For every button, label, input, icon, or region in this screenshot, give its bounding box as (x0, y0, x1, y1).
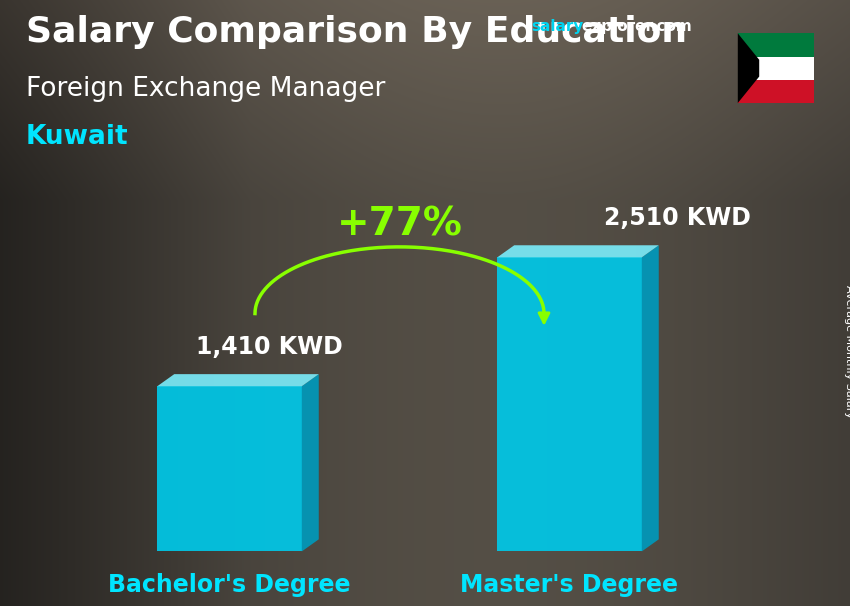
Polygon shape (157, 386, 302, 551)
Text: +77%: +77% (337, 206, 462, 244)
Polygon shape (738, 33, 759, 103)
Polygon shape (497, 245, 659, 258)
Polygon shape (642, 245, 659, 551)
Text: Average Monthly Salary: Average Monthly Salary (844, 285, 850, 418)
Text: Salary Comparison By Education: Salary Comparison By Education (26, 15, 687, 49)
Bar (738, 33, 814, 56)
Polygon shape (157, 374, 319, 386)
Text: Kuwait: Kuwait (26, 124, 128, 150)
Bar (738, 80, 814, 103)
Text: salary: salary (531, 19, 584, 35)
Text: Master's Degree: Master's Degree (461, 573, 678, 597)
Text: Bachelor's Degree: Bachelor's Degree (108, 573, 351, 597)
Polygon shape (302, 374, 319, 551)
Text: 1,410 KWD: 1,410 KWD (196, 335, 343, 359)
Bar (738, 56, 814, 80)
Text: 2,510 KWD: 2,510 KWD (604, 206, 751, 230)
Text: Foreign Exchange Manager: Foreign Exchange Manager (26, 76, 385, 102)
Polygon shape (497, 258, 642, 551)
Text: explorer.com: explorer.com (581, 19, 692, 35)
